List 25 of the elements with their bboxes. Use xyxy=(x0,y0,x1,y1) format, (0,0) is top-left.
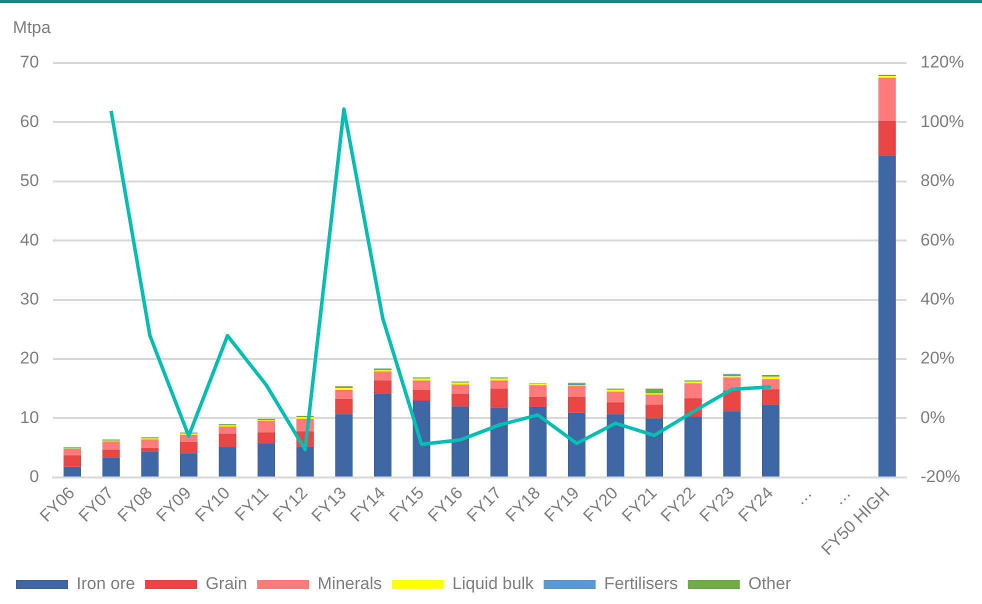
legend-label: Iron ore xyxy=(76,574,136,594)
y2-tick-label: 80% xyxy=(920,171,955,190)
y-tick-label: 40 xyxy=(20,230,39,250)
y-tick-label: 60 xyxy=(20,112,39,131)
y2-tick-label: 20% xyxy=(920,348,955,368)
y-tick-label: 50 xyxy=(20,171,39,190)
y-tick-label: 10 xyxy=(20,408,39,427)
y2-tick-label: 0% xyxy=(920,408,946,427)
y2-tick-label: 40% xyxy=(920,290,955,309)
y-axis-title: Mtpa xyxy=(12,18,52,38)
y-tick-label: 30 xyxy=(20,290,39,309)
y-tick-label: 0 xyxy=(29,467,39,486)
legend-label: Other xyxy=(748,574,792,594)
legend-label: Fertilisers xyxy=(604,574,678,594)
legend-label: Grain xyxy=(206,574,248,594)
x-tick-label: … xyxy=(829,483,854,509)
y2-tick-label: -20% xyxy=(920,467,960,486)
legend-label: Liquid bulk xyxy=(452,574,534,594)
y2-tick-label: 120% xyxy=(920,52,964,72)
x-tick-label: … xyxy=(790,483,816,509)
y2-tick-label: 60% xyxy=(920,230,955,250)
y-tick-label: 20 xyxy=(20,348,39,368)
y-tick-label: 70 xyxy=(20,52,39,72)
legend-label: Minerals xyxy=(318,574,382,594)
y2-tick-label: 100% xyxy=(920,112,964,131)
